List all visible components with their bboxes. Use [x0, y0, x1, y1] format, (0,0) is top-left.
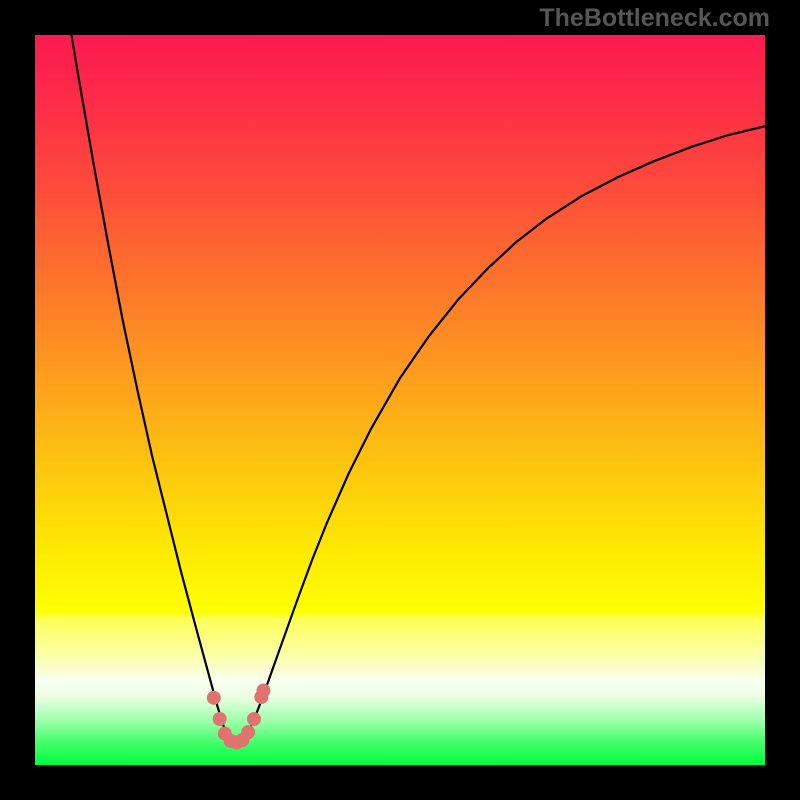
curve-marker [242, 726, 255, 739]
curve-layer [35, 35, 765, 765]
watermark-text: TheBottleneck.com [539, 4, 770, 33]
bottleneck-curve [72, 35, 766, 743]
curve-marker [207, 691, 220, 704]
curve-marker [257, 684, 270, 697]
marker-group [207, 684, 270, 749]
curve-marker [213, 713, 226, 726]
plot-area [35, 35, 765, 765]
chart-frame: TheBottleneck.com [0, 0, 800, 800]
curve-marker [248, 713, 261, 726]
